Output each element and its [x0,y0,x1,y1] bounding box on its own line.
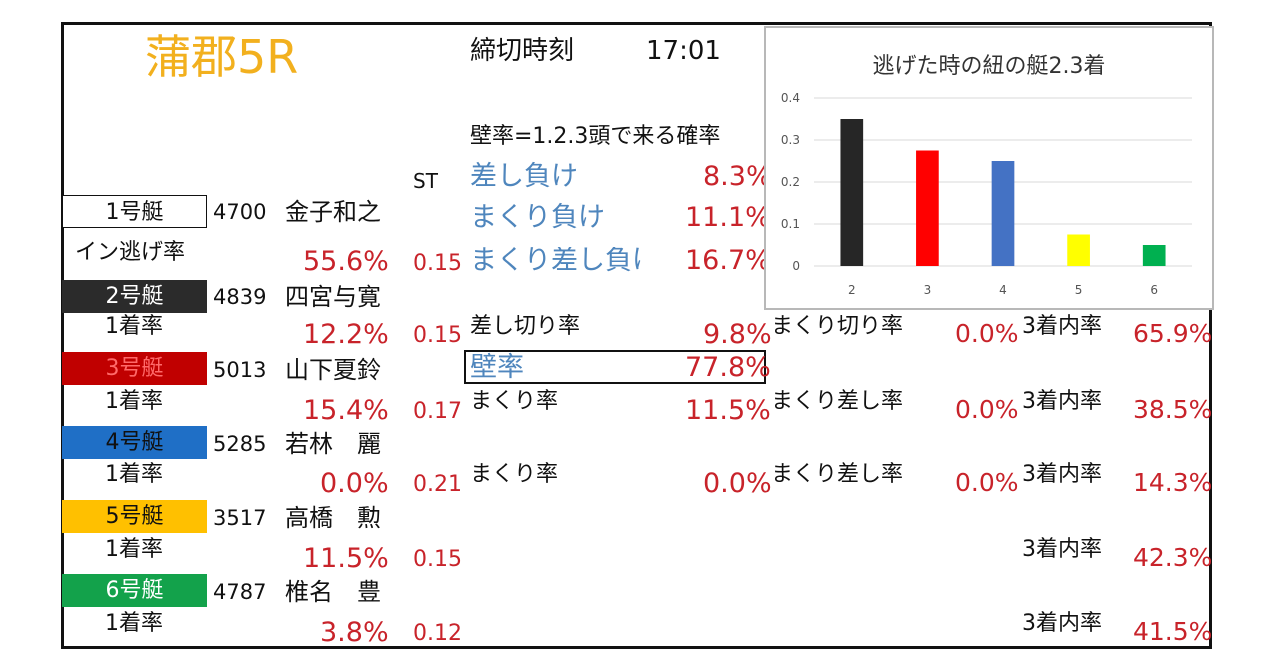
wall-rate-label: 壁率 [470,352,524,383]
wall-row-value: 8.3% [703,161,772,192]
boat-4-stat-c-value: 14.3% [1133,468,1213,497]
boat-4-stat-b-value: 0.0% [955,468,1019,497]
boat-2-stat-a-value: 9.8% [703,319,772,350]
boat-5-reg: 3517 [213,506,267,530]
bar [916,150,939,266]
boat-5-rate-label: 1着率 [105,537,163,562]
y-tick-label: 0.4 [781,91,800,105]
boat-3-reg: 5013 [213,358,267,382]
boat-1-label: 1号艇 [62,195,207,228]
y-tick-label: 0.1 [781,217,800,231]
boat-2-rate: 12.2% [303,319,389,350]
escape-chart-panel: 逃げた時の紐の艇2.3着 0 0.1 0.2 0.3 0.4 2 3 4 5 6 [764,26,1214,310]
boat-1-rate: 55.6% [303,246,389,277]
wall-row-value: 11.1% [685,202,771,233]
boat-5-rate: 11.5% [303,543,389,574]
boat-1-st: 0.15 [413,251,462,276]
deadline-label: 締切時刻 [470,36,575,66]
boat-4-rate: 0.0% [320,468,389,499]
boat-3-stat-a-label: まくり率 [470,389,559,414]
boat-4-name: 若林 麗 [285,430,381,458]
x-tick-label: 4 [999,283,1007,297]
boat-3-stat-b-label: まくり差し率 [771,389,904,414]
boat-5-st: 0.15 [413,547,462,572]
boat-6-label: 6号艇 [62,574,207,607]
boat-4-stat-b-label: まくり差し率 [771,462,904,487]
boat-3-label: 3号艇 [62,352,207,385]
y-tick-label: 0 [792,259,800,273]
boat-2-label: 2号艇 [62,280,207,313]
boat-2-stat-c-label: 3着内率 [1022,314,1102,339]
bar [840,119,864,266]
boat-2-stat-b-label: まくり切り率 [771,314,904,339]
boat-6-stat-c-label: 3着内率 [1022,611,1102,636]
boat-6-rate-label: 1着率 [105,611,163,636]
wall-row-label: まくり差し負け [470,247,641,274]
boat-4-reg: 5285 [213,432,267,456]
boat-4-stat-a-value: 0.0% [703,468,772,499]
wall-heading: 壁率=1.2.3頭で来る確率 [470,124,721,149]
boat-5-name: 高橋 勲 [285,504,381,532]
boat-2-stat-a-label: 差し切り率 [470,314,581,339]
boat-4-label: 4号艇 [62,426,207,459]
boat-6-reg: 4787 [213,580,267,604]
boat-1-name: 金子和之 [285,198,381,226]
boat-5-stat-c-label: 3着内率 [1022,537,1102,562]
boat-2-stat-c-value: 65.9% [1133,319,1213,348]
boat-3-rate: 15.4% [303,395,389,426]
boat-6-rate: 3.8% [320,617,389,648]
boat-2-name: 四宮与寛 [285,283,381,311]
boat-6-st: 0.12 [413,621,462,646]
boat-2-reg: 4839 [213,285,267,309]
wall-row-value: 16.7% [685,245,771,276]
boat-5-label: 5号艇 [62,500,207,533]
wall-rate-box [464,350,766,384]
boat-4-stat-c-label: 3着内率 [1022,462,1102,487]
boat-2-rate-label: 1着率 [105,314,163,339]
wall-row-label: まくり負け [470,202,605,233]
bar-chart: 0 0.1 0.2 0.3 0.4 2 3 4 5 6 [781,91,1192,297]
bar [1067,234,1090,266]
boat-2-stat-b-value: 0.0% [955,319,1019,348]
x-tick-label: 2 [848,283,856,297]
boat-2-st: 0.15 [413,323,462,348]
boat-6-stat-c-value: 41.5% [1133,617,1213,646]
boat-3-stat-c-value: 38.5% [1133,395,1213,424]
x-tick-label: 6 [1150,283,1158,297]
boat-3-stat-c-label: 3着内率 [1022,389,1102,414]
boat-4-st: 0.21 [413,472,462,497]
boat-1-reg: 4700 [213,200,267,224]
bar [1142,245,1166,266]
boat-3-st: 0.17 [413,399,462,424]
bar [991,161,1015,266]
boat-1-rate-label: イン逃げ率 [75,240,186,265]
boat-5-stat-c-value: 42.3% [1133,543,1213,572]
y-tick-label: 0.2 [781,175,800,189]
y-tick-label: 0.3 [781,133,800,147]
boat-3-rate-label: 1着率 [105,389,163,414]
boat-3-name: 山下夏鈴 [285,356,381,384]
boat-6-name: 椎名 豊 [285,578,381,606]
x-tick-label: 5 [1075,283,1083,297]
venue-race-title: 蒲郡5R [145,30,299,84]
boat-3-stat-b-value: 0.0% [955,395,1019,424]
boat-3-stat-a-value: 11.5% [685,395,771,426]
x-tick-label: 3 [924,283,932,297]
chart-title: 逃げた時の紐の艇2.3着 [872,54,1106,79]
wall-row-label: 差し負け [470,161,578,192]
wall-rate-value: 77.8% [685,352,771,383]
deadline-time: 17:01 [646,36,721,66]
boat-4-stat-a-label: まくり率 [470,462,559,487]
st-header: ST [413,169,438,193]
boat-4-rate-label: 1着率 [105,462,163,487]
